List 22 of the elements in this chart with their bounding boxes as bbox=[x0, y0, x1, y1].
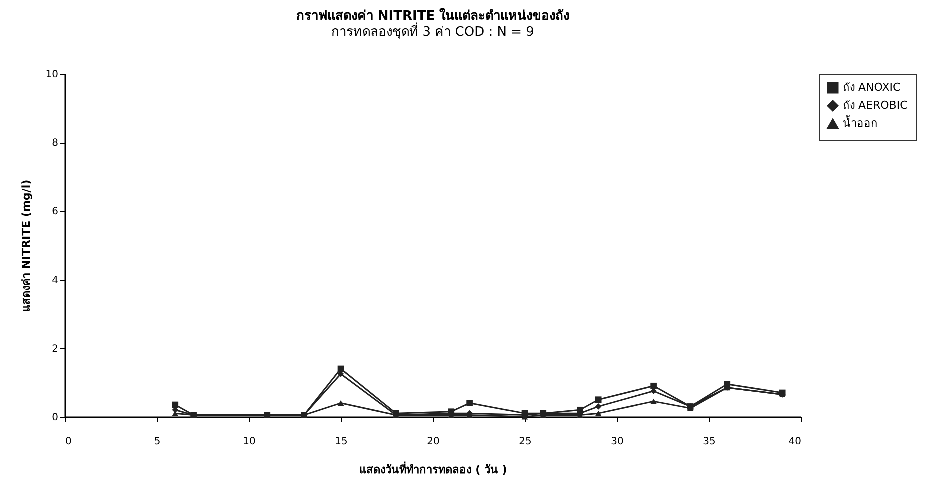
chart-subtitle: การทดลองชุดที่ 3 ค่า COD : N = 9 bbox=[332, 23, 534, 40]
x-tick-label: 35 bbox=[703, 436, 716, 448]
y-tick-label: 4 bbox=[52, 275, 58, 286]
x-tick-label: 40 bbox=[788, 436, 802, 448]
y-tick-label: 0 bbox=[52, 412, 58, 424]
legend-label: น้ำออก bbox=[843, 115, 878, 130]
y-tick-label: 6 bbox=[52, 206, 58, 218]
x-tick-label: 10 bbox=[243, 436, 256, 448]
y-axis-title: แสดงค่า NITRITE (mg/l) bbox=[20, 180, 33, 312]
x-tick-label: 30 bbox=[611, 436, 624, 448]
y-tick-label: 10 bbox=[46, 70, 58, 80]
chart-title: กราฟแสดงค่า NITRITE ในแต่ละตำแหน่งของถัง bbox=[296, 7, 570, 24]
x-tick-label: 20 bbox=[427, 436, 440, 448]
x-tick-label: 15 bbox=[335, 436, 348, 448]
y-tick-label: 8 bbox=[52, 138, 58, 150]
legend-label: ถัง ANOXIC bbox=[843, 81, 901, 94]
x-tick-label: 0 bbox=[66, 436, 72, 448]
x-tick-label: 25 bbox=[519, 436, 532, 448]
legend-label: ถัง AEROBIC bbox=[843, 99, 908, 112]
x-tick-label: 5 bbox=[154, 436, 161, 448]
x-axis-title: แสดงวันที่ทำการทดลอง ( วัน ) bbox=[360, 462, 508, 476]
y-tick-label: 2 bbox=[52, 344, 58, 355]
